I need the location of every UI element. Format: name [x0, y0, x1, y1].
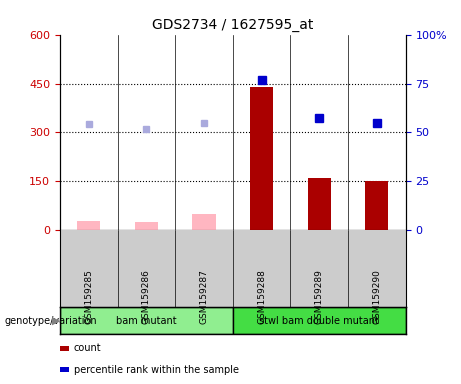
- Text: bam mutant: bam mutant: [116, 316, 177, 326]
- Bar: [135, 222, 158, 230]
- Text: GSM159287: GSM159287: [200, 269, 208, 324]
- Bar: [193, 214, 216, 230]
- Bar: [77, 220, 100, 230]
- Text: ▶: ▶: [52, 316, 60, 326]
- Text: count: count: [74, 343, 101, 354]
- Text: GSM159289: GSM159289: [315, 269, 324, 324]
- Bar: [233, 307, 406, 334]
- Title: GDS2734 / 1627595_at: GDS2734 / 1627595_at: [152, 18, 313, 32]
- Text: genotype/variation: genotype/variation: [5, 316, 97, 326]
- Bar: [250, 87, 273, 230]
- Bar: [308, 178, 331, 230]
- Text: stwl bam double mutant: stwl bam double mutant: [259, 316, 379, 326]
- Text: percentile rank within the sample: percentile rank within the sample: [74, 364, 239, 375]
- Text: GSM159286: GSM159286: [142, 269, 151, 324]
- Text: GSM159285: GSM159285: [84, 269, 93, 324]
- Text: GSM159288: GSM159288: [257, 269, 266, 324]
- Text: GSM159290: GSM159290: [372, 269, 381, 324]
- Bar: [365, 182, 388, 230]
- Bar: [60, 307, 233, 334]
